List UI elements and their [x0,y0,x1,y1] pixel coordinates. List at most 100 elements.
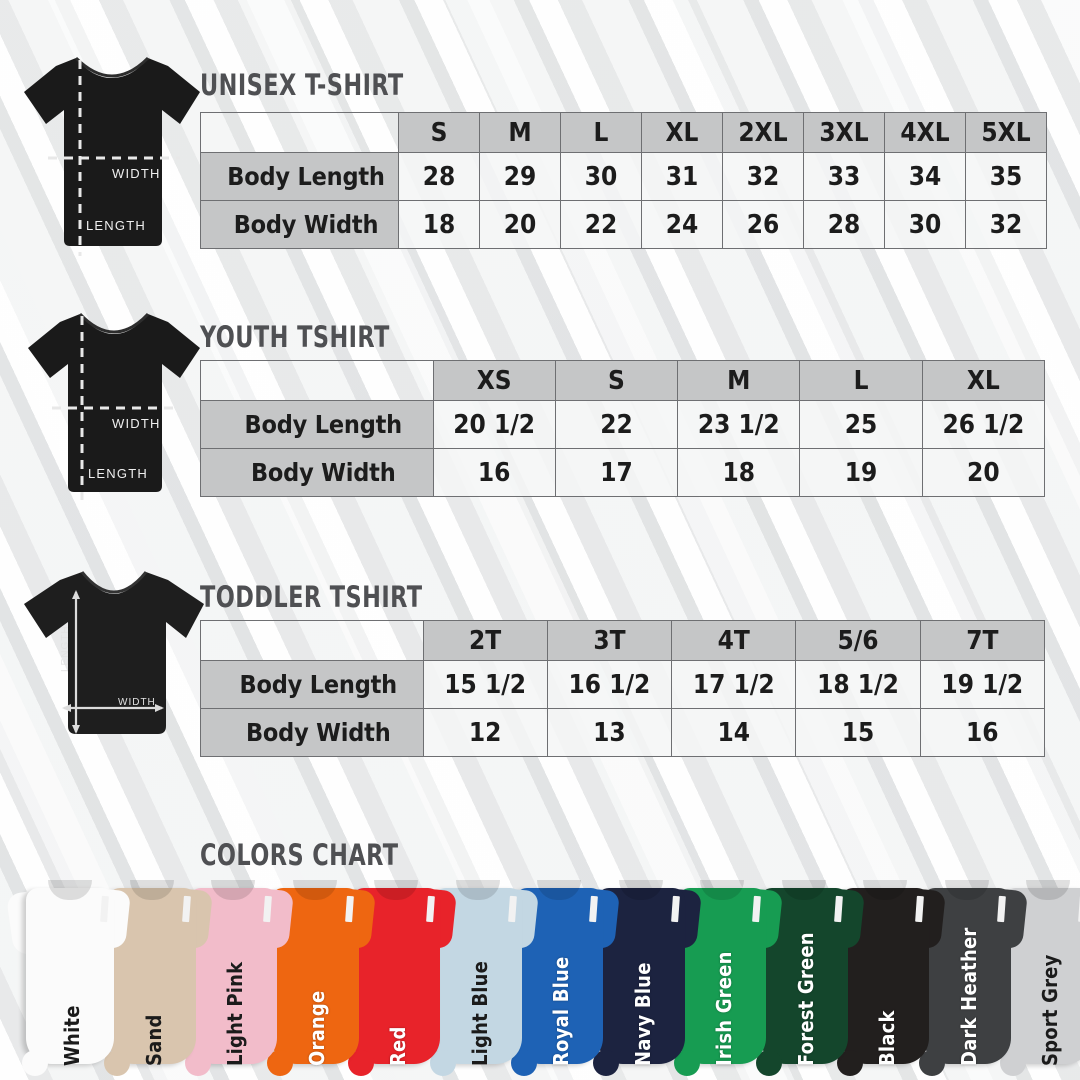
measurement-cell: 31 [641,152,723,201]
shirt-collar [1026,880,1070,900]
youth-section-title: YOUTH TSHIRT [200,320,390,354]
size-header-cell: 7T [919,620,1046,661]
measurement-cell: 25 [799,400,923,449]
color-swatch-shirt[interactable]: Red [331,870,457,1076]
color-swatch-label: Dark Heather [956,927,981,1066]
shirt-tag [670,895,680,923]
measurement-cell: 26 1/2 [921,400,1046,449]
section-colors-chart: COLORS CHART [0,826,1080,1080]
measurement-cell: 22 [554,400,679,449]
size-header-cell: L [560,112,642,153]
color-swatch-label: White [60,1005,84,1066]
table-row: Body Width 16 17 18 19 20 [200,448,1046,497]
unisex-tshirt-illustration: WIDTH LENGTH [16,40,206,260]
shirt-tag [344,895,354,923]
table-row: Body Length 28 29 30 31 32 33 34 35 [200,152,1047,201]
measurement-cell: 18 1/2 [795,660,921,709]
table-row: Body Width 12 13 14 15 16 [200,708,1046,757]
size-header-cell: 4T [671,620,797,661]
measurement-cell: 15 1/2 [422,660,548,709]
measurement-cell: 13 [546,708,673,757]
measurement-cell: 29 [479,152,561,201]
color-swatch-shirt[interactable]: Sport Grey [983,870,1080,1076]
shirt-tag [181,895,191,923]
color-swatch-label: Red [386,1026,410,1066]
measurement-cell: 28 [398,152,480,201]
measurement-cell: 24 [641,200,723,249]
color-swatch-label: Black [875,1010,899,1066]
table-header-row: 2T 3T 4T 5/6 7T [200,620,1046,661]
color-swatch-label: Irish Green [712,951,736,1066]
shirt-knot [22,1050,48,1076]
table-header-row: XS S M L XL [200,360,1046,401]
toddler-tshirt-illustration: LENGTH WIDTH [16,560,211,750]
shirt-collar [537,880,581,900]
unisex-length-label: LENGTH [86,218,146,233]
toddler-section-title: TODDLER TSHIRT [200,580,423,614]
measurement-cell: 23 1/2 [677,400,801,449]
measurement-cell: 16 [432,448,556,497]
measurement-cell: 33 [803,152,885,201]
table-corner-cell [200,112,399,153]
size-header-cell: XL [641,112,723,153]
table-corner-cell [200,360,434,401]
size-header-cell: 4XL [884,112,966,153]
size-header-cell: M [479,112,561,153]
youth-length-label: LENGTH [88,466,148,481]
measurement-cell: 32 [722,152,804,201]
color-swatch-label: Light Blue [467,960,492,1066]
toddler-width-label: WIDTH [118,697,156,708]
shirt-tag [507,895,517,923]
color-swatch-label: Navy Blue [630,962,655,1066]
size-header-cell: L [799,360,923,401]
section-unisex: WIDTH LENGTH UNISEX T-SHIRT S M L XL 2XL 3XL 4… [0,0,1080,270]
measurement-cell: 32 [965,200,1047,249]
shirt-collar [211,880,255,900]
size-header-cell: XS [432,360,556,401]
shirt-collar [944,880,989,900]
row-label-cell: Body Length [200,400,434,449]
shirt-body [26,888,114,1064]
row-label-cell: Body Width [200,200,399,249]
measurement-cell: 17 1/2 [671,660,797,709]
color-swatch-shirt[interactable]: White [5,870,131,1076]
colors-chart-title: COLORS CHART [200,838,399,872]
unisex-width-label: WIDTH [112,166,161,181]
shirt-tag [833,895,843,923]
measurement-cell: 20 1/2 [432,400,556,449]
section-youth: WIDTH LENGTH YOUTH TSHIRT XS S M L XL Body Le… [0,250,1080,520]
shirt-tag [996,895,1006,923]
unisex-section-title: UNISEX T-SHIRT [200,68,404,102]
table-corner-cell [200,620,424,661]
shirt-collar [700,880,744,900]
size-header-cell: M [677,360,801,401]
measurement-cell: 20 [921,448,1046,497]
shirt-collar [618,880,663,900]
toddler-length-label: LENGTH [60,625,71,672]
measurement-cell: 15 [795,708,921,757]
row-label-cell: Body Length [200,660,424,709]
size-header-cell: 3XL [803,112,885,153]
color-swatch-label: Light Pink [223,961,247,1066]
measurement-cell: 26 [722,200,804,249]
row-label-cell: Body Length [200,152,399,201]
measurement-cell: 12 [422,708,548,757]
color-swatch-label: Orange [304,990,329,1066]
youth-tshirt-illustration: WIDTH LENGTH [18,300,208,505]
measurement-cell: 19 1/2 [919,660,1046,709]
measurement-cell: 16 1/2 [546,660,673,709]
row-label-cell: Body Width [200,708,424,757]
measurement-cell: 17 [554,448,679,497]
measurement-cell: 34 [884,152,966,201]
size-header-cell: 5XL [965,112,1047,153]
size-header-cell: S [554,360,679,401]
measurement-cell: 22 [560,200,642,249]
measurement-cell: 18 [677,448,801,497]
measurement-cell: 14 [671,708,797,757]
size-header-cell: S [398,112,480,153]
colors-swatch-row: White Sand Light Pink Orange Red Light Blue Ro… [0,870,1080,1080]
youth-width-label: WIDTH [112,416,161,431]
color-swatch-label: Sport Grey [1038,954,1062,1066]
color-swatch-label: Royal Blue [549,956,573,1066]
row-label-cell: Body Width [200,448,434,497]
